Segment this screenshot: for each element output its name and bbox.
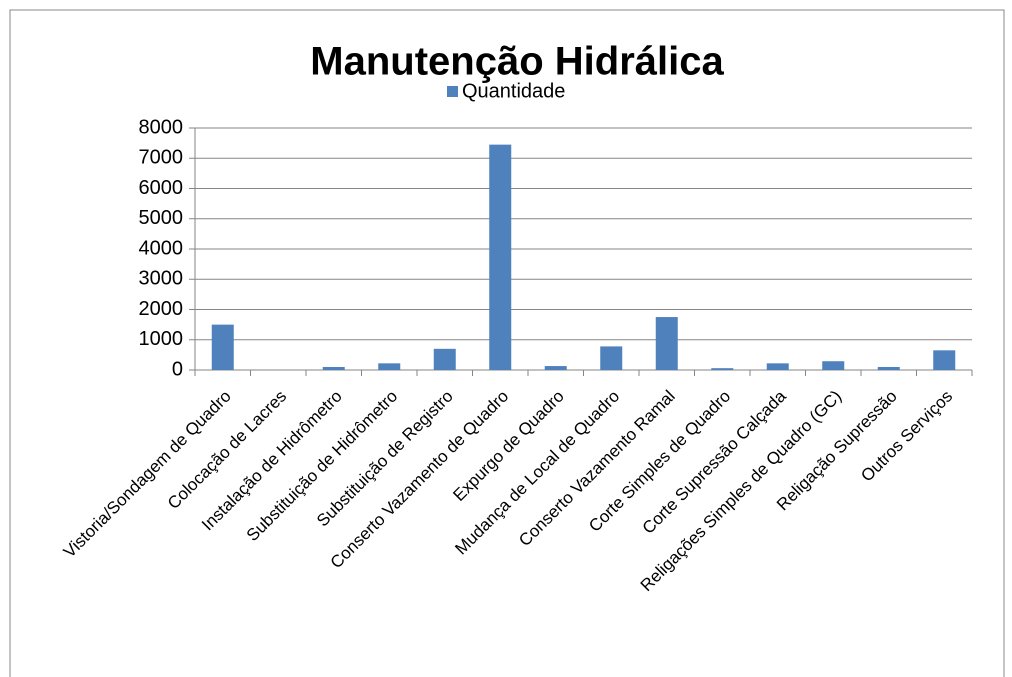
y-tick-label: 1000 [139, 328, 184, 350]
y-tick-label: 5000 [139, 207, 184, 229]
y-tick-label: 8000 [139, 116, 184, 138]
bar [655, 317, 678, 370]
bar [378, 363, 401, 370]
bar [877, 366, 900, 370]
bar [322, 366, 345, 370]
legend-swatch [447, 86, 458, 97]
y-tick-label: 0 [172, 358, 183, 380]
bar [822, 361, 845, 370]
y-tick-label: 3000 [139, 268, 184, 290]
bar [600, 346, 623, 370]
bar [489, 144, 512, 370]
y-tick-label: 2000 [139, 298, 184, 320]
y-tick-label: 6000 [139, 177, 184, 199]
y-tick-label: 7000 [139, 147, 184, 169]
bar [544, 366, 567, 370]
bar [433, 348, 456, 370]
legend-label: Quantidade [462, 80, 565, 102]
chart-title: Manutenção Hidrálica [310, 40, 724, 84]
bar [711, 368, 734, 370]
y-tick-label: 4000 [139, 237, 184, 259]
bar [766, 363, 789, 370]
bar [933, 350, 956, 370]
bar [211, 324, 234, 370]
